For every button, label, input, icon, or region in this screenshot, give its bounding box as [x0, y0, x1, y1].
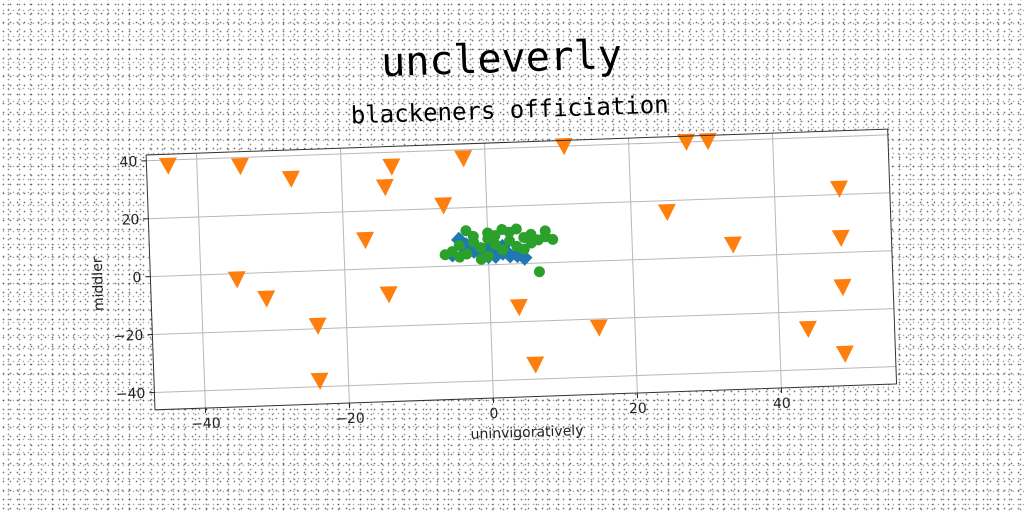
y-tick-label: 0	[132, 270, 141, 286]
data-point-triangle	[257, 290, 276, 308]
y-tick-label: −40	[116, 386, 146, 403]
data-point-triangle	[723, 236, 742, 254]
x-tick-label: 20	[629, 401, 647, 418]
plot-background	[146, 129, 897, 410]
data-point-circle	[539, 231, 551, 243]
data-point-triangle	[434, 197, 453, 215]
x-tick-label: −40	[191, 416, 221, 433]
data-point-triangle	[356, 231, 375, 250]
data-point-triangle	[526, 356, 545, 374]
y-grid-line	[146, 134, 888, 162]
data-point-circle	[510, 223, 522, 235]
data-point-triangle	[454, 150, 473, 168]
data-point-circle	[475, 253, 487, 265]
y-grid-line	[148, 192, 890, 220]
x-grid-line	[483, 143, 494, 399]
data-point-triangle	[281, 170, 300, 188]
data-point-circle	[525, 228, 537, 240]
data-point-circle	[518, 243, 530, 255]
axis-ticks: −40 −20 0 20 40 −40 −20 0 20 40	[114, 154, 791, 433]
data-point-circle	[496, 224, 508, 236]
y-tick-label: −20	[114, 328, 144, 345]
data-point-circle	[460, 225, 472, 237]
data-point-triangle	[676, 133, 695, 151]
data-point-circle	[439, 249, 451, 261]
x-axis-label: uninvigoratively	[470, 423, 583, 443]
data-point-triangle	[657, 203, 676, 222]
data-point-triangle	[833, 278, 852, 297]
chart-subtitle: blackeners officiation	[350, 90, 669, 129]
data-point-triangle	[798, 320, 817, 339]
data-point-triangle	[698, 132, 717, 151]
x-grid-line	[196, 153, 206, 409]
data-point-triangle	[831, 229, 850, 247]
data-point-triangle	[227, 271, 246, 289]
x-tick-label: 0	[489, 406, 498, 422]
data-point-triangle	[230, 157, 249, 176]
data-point-circle	[497, 244, 509, 256]
y-axis-label: middler	[90, 257, 108, 311]
y-grid-line	[150, 250, 892, 278]
data-point-triangle	[379, 286, 398, 304]
data-point-triangle	[382, 158, 401, 176]
plot-frame	[145, 128, 898, 411]
x-tick-label: −20	[335, 411, 365, 428]
data-point-circle	[482, 227, 494, 239]
grid-lines	[146, 133, 896, 409]
data-point-triangle	[375, 178, 394, 197]
x-tick-label: 40	[773, 396, 791, 413]
chart-title: uncleverly	[380, 32, 622, 86]
data-point-circle	[533, 266, 545, 278]
data-point-triangle	[310, 372, 329, 390]
data-marks	[158, 132, 854, 390]
data-point-triangle	[589, 319, 608, 337]
data-point-triangle	[554, 137, 573, 156]
x-grid-line	[771, 133, 782, 388]
y-tick-label: 20	[121, 212, 139, 229]
x-grid-line	[339, 148, 350, 404]
data-point-diamond	[516, 249, 533, 266]
data-point-triangle	[308, 317, 327, 335]
data-point-triangle	[835, 345, 854, 363]
data-point-triangle	[830, 180, 848, 198]
y-grid-line	[152, 308, 894, 336]
data-point-circle	[454, 251, 466, 263]
y-tick-label: 40	[119, 154, 137, 171]
data-point-triangle	[509, 298, 528, 317]
data-point-circle	[475, 242, 487, 254]
x-grid-line	[627, 138, 638, 394]
y-grid-line	[154, 366, 896, 393]
data-point-circle	[453, 240, 465, 252]
data-point-triangle	[158, 157, 177, 175]
